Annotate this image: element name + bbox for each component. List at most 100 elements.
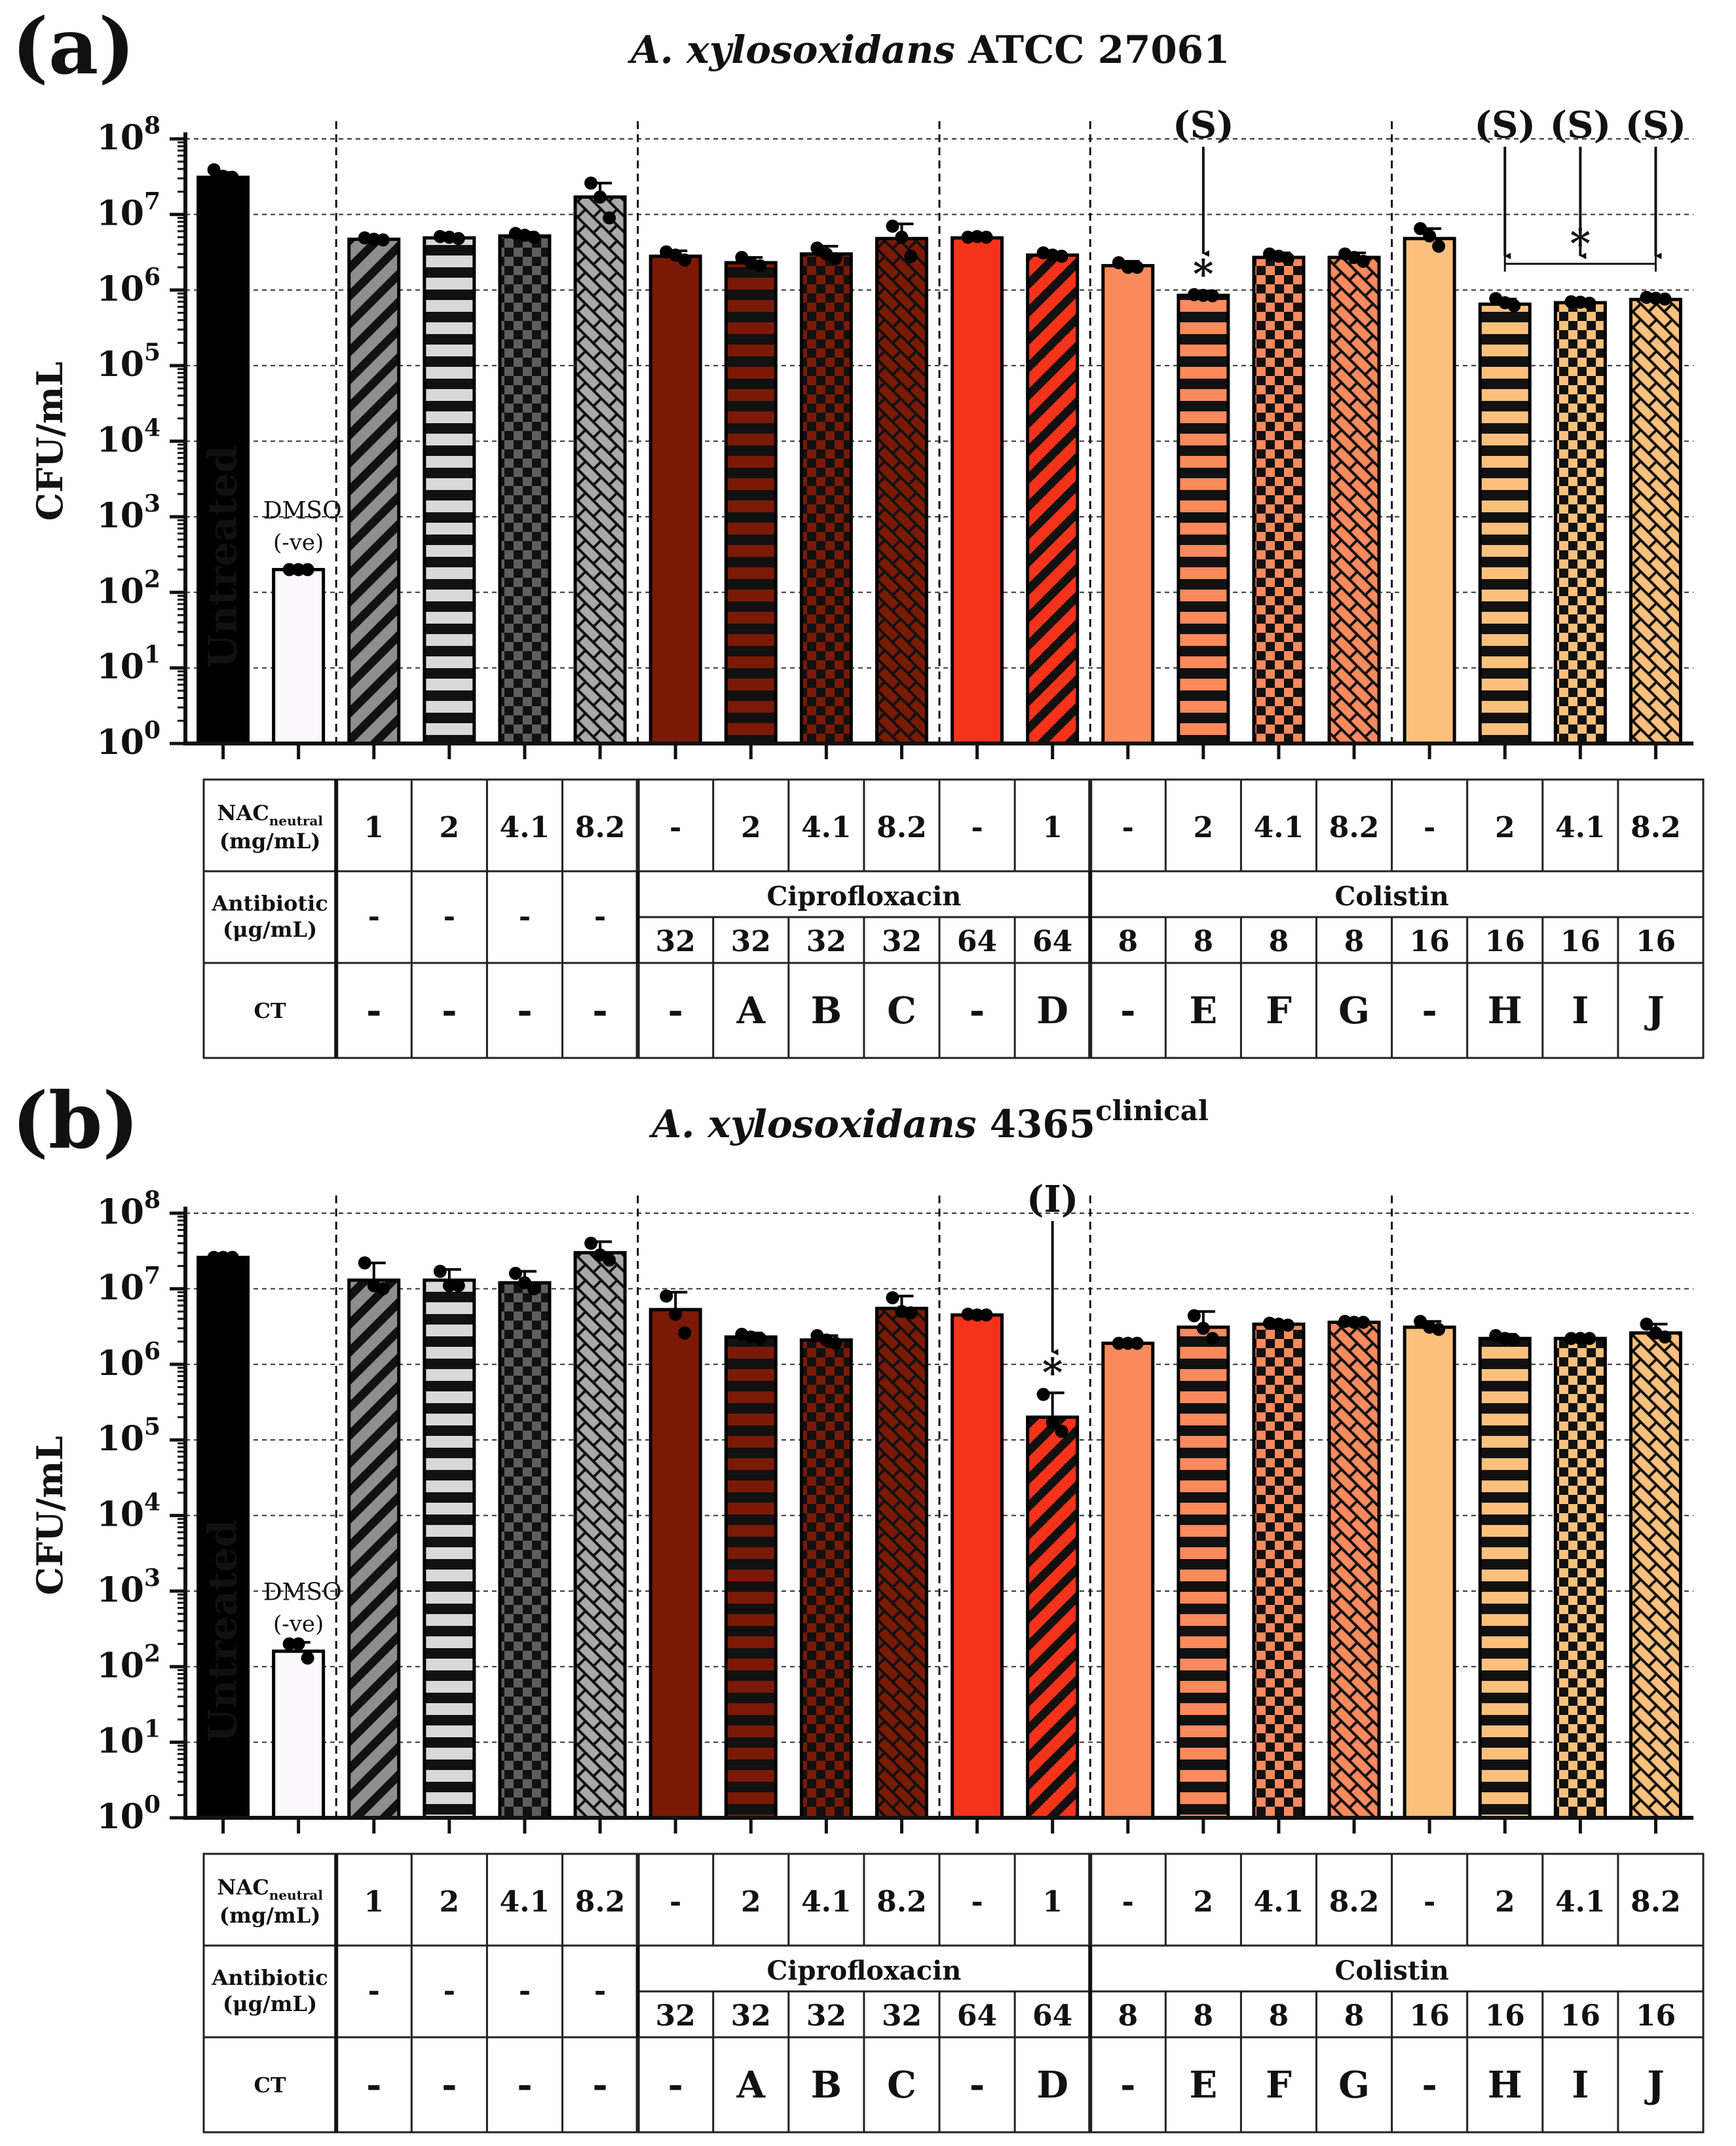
bar-pattern: [349, 1280, 399, 1818]
data-point: [678, 253, 692, 267]
data-point: [603, 211, 616, 225]
data-point: [1423, 229, 1437, 243]
antibiotic-value: 16: [1560, 1999, 1600, 2033]
antibiotic-row-label: Antibiotic: [211, 1965, 328, 1990]
y-tick-exponent: 3: [144, 490, 160, 518]
data-point: [1281, 1318, 1294, 1332]
bar-pattern: [575, 197, 626, 744]
bar: [1103, 265, 1153, 744]
data-point: [603, 1253, 616, 1267]
data-point: [1507, 299, 1521, 312]
y-tick-exponent: 1: [144, 641, 160, 669]
y-tick-base: 10: [97, 1192, 144, 1232]
y-axis-label: CFU/mL: [29, 1436, 71, 1595]
y-tick-exponent: 0: [144, 717, 160, 744]
bar: [198, 177, 248, 744]
y-tick-label: 104: [97, 415, 160, 461]
y-tick-exponent: 4: [144, 415, 160, 442]
antibiotic-value: 16: [1636, 1999, 1676, 2033]
antibiotic-name: Ciprofloxacin: [766, 1955, 961, 1986]
antibiotic-none: -: [368, 900, 380, 933]
antibiotic-value: 64: [1032, 1999, 1072, 2033]
chart-title-italic: A. xylosoxidans: [628, 28, 955, 72]
data-point: [282, 563, 296, 576]
bar-pattern: [801, 254, 852, 744]
y-tick-base: 10: [97, 345, 144, 385]
y-tick-exponent: 7: [144, 1262, 160, 1289]
data-point: [1414, 221, 1427, 235]
data-point: [1196, 288, 1210, 302]
ct-value: B: [811, 989, 842, 1032]
ct-value: D: [1036, 989, 1068, 1032]
antibiotic-value: 32: [656, 1999, 696, 2033]
data-point: [508, 1266, 522, 1280]
y-tick-base: 10: [97, 269, 144, 309]
untreated-label: Untreated: [200, 1520, 246, 1742]
nac-value: 2: [1194, 1885, 1214, 1919]
bar-pattern: [499, 236, 550, 744]
data-point: [904, 250, 918, 263]
data-point: [1121, 1336, 1135, 1350]
bar-pattern: [575, 1252, 626, 1818]
y-tick-exponent: 2: [144, 565, 160, 593]
antibiotic-value: 8: [1118, 1999, 1138, 2033]
ct-value: G: [1338, 989, 1370, 1032]
bar-pattern: [424, 238, 474, 744]
ct-value: C: [887, 2063, 916, 2107]
ct-value: E: [1190, 989, 1218, 1032]
y-tick-exponent: 5: [144, 339, 160, 366]
antibiotic-unit: (μg/mL): [223, 917, 317, 942]
antibiotic-value: 32: [882, 1999, 922, 2033]
ct-value: E: [1190, 2063, 1218, 2107]
nac-value: 2: [741, 1885, 761, 1919]
nac-value: -: [670, 1885, 681, 1919]
nac-value: 2: [741, 811, 761, 844]
data-point: [1640, 1317, 1653, 1331]
y-tick-exponent: 2: [144, 1640, 160, 1667]
data-point: [1658, 1330, 1672, 1344]
significance-star: *: [1193, 252, 1213, 297]
chart-title-text: 4365: [976, 1102, 1095, 1146]
data-point: [376, 1282, 390, 1296]
y-tick-base: 10: [97, 571, 144, 611]
data-point: [660, 1289, 673, 1303]
antibiotic-value: 8: [1344, 925, 1365, 958]
bar-pattern: [1253, 257, 1304, 744]
y-tick-label: 101: [97, 641, 160, 687]
panel-label: (b): [12, 1075, 139, 1166]
y-tick-base: 10: [97, 1570, 144, 1610]
antibiotic-value: 32: [731, 925, 771, 958]
data-point: [451, 232, 465, 246]
data-point: [753, 1332, 767, 1346]
antibiotic-none: -: [368, 1974, 380, 2008]
bar: [651, 1309, 701, 1818]
data-point: [1055, 250, 1068, 263]
ct-value: -: [970, 989, 985, 1032]
bar-pattern: [726, 1337, 776, 1818]
panel-b: (b) A. xylosoxidans 4365clinicalCFU/mL100…: [12, 1075, 1705, 2134]
data-point: [1130, 261, 1144, 274]
nac-value: 4.1: [500, 811, 550, 844]
nac-value: 4.1: [801, 811, 852, 844]
table-border: [202, 778, 1705, 1059]
ct-value: H: [1488, 2063, 1522, 2107]
panel-a: (a) A. xylosoxidans ATCC 27061CFU/mL10010…: [12, 1, 1705, 1059]
y-tick-label: 100: [97, 717, 160, 762]
bar: [1405, 1327, 1455, 1818]
condition-table: NACneutral(mg/mL) Antibiotic(μg/mL) CT 1 2 4.…: [202, 1853, 1705, 2134]
y-tick-label: 106: [97, 263, 160, 309]
data-point: [678, 1326, 692, 1340]
chart-title-text: ATCC 27061: [955, 28, 1230, 72]
ct-value: -: [517, 2063, 532, 2107]
antibiotic-value: 64: [957, 925, 997, 958]
y-tick-exponent: 8: [144, 112, 160, 140]
untreated-label: Untreated: [200, 445, 246, 668]
nac-value: 4.1: [1254, 1885, 1304, 1919]
antibiotic-value: 16: [1485, 925, 1525, 958]
data-point: [829, 252, 842, 265]
ct-value: F: [1266, 2063, 1292, 2107]
antibiotic-value: 64: [1032, 925, 1072, 958]
ct-value: -: [442, 2063, 457, 2107]
nac-value: -: [1122, 811, 1134, 844]
y-tick-base: 10: [97, 1419, 144, 1459]
